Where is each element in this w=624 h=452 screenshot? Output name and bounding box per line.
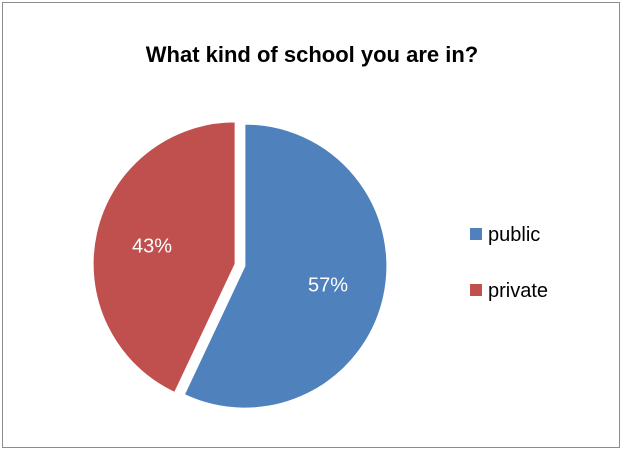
legend-label-private: private [488,280,548,302]
legend-swatch-private [470,284,482,296]
pie-slice-private [92,121,236,394]
legend: public private [470,224,548,302]
legend-swatch-public [470,228,482,240]
data-labels: 57% 43% [132,235,348,296]
pie-slices [92,121,388,409]
data-label-private: 43% [132,235,172,257]
pie-slice-public [183,123,388,409]
legend-label-public: public [488,224,540,246]
chart-title: What kind of school you are in? [146,42,478,67]
data-label-public: 57% [308,275,348,297]
